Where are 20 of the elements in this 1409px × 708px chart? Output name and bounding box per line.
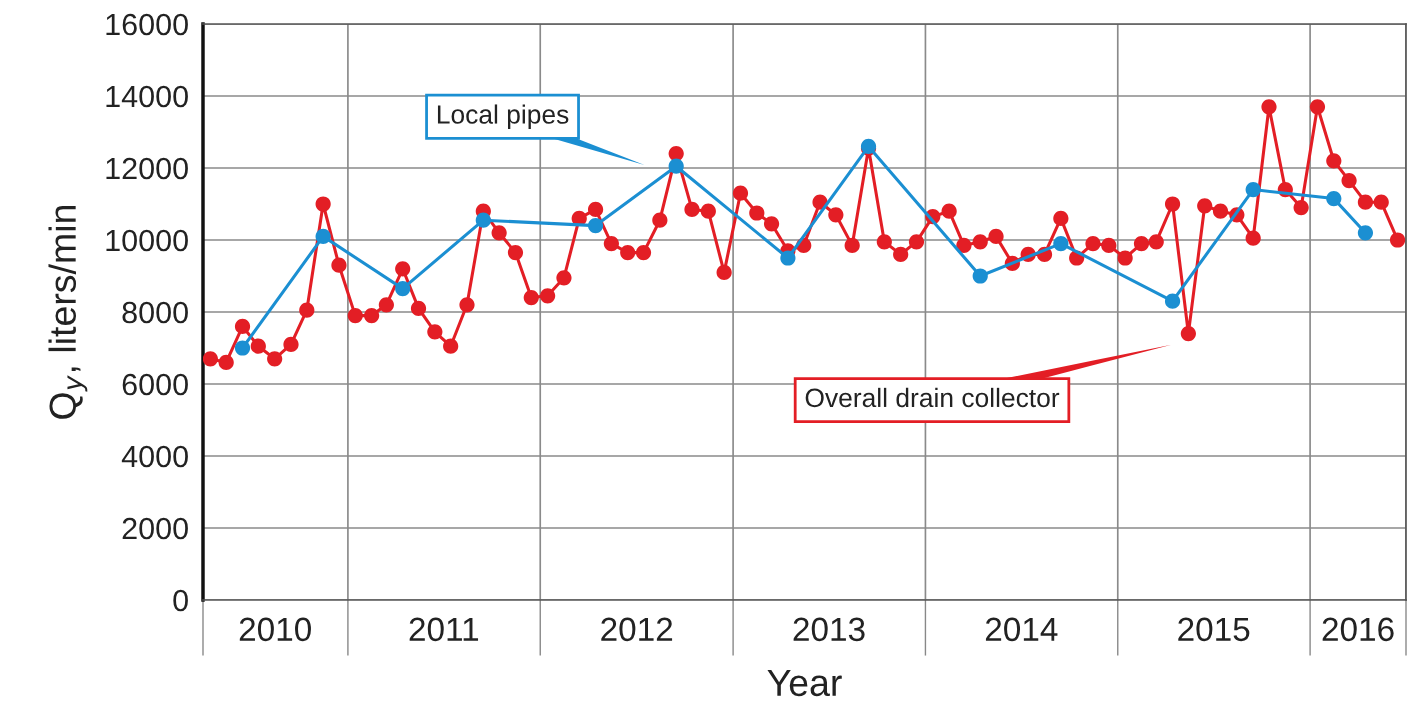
y-tick-label: 16000 (106, 13, 188, 36)
y-axis-title: Q$_{y}$, liters/min (48, 206, 88, 419)
x-tick-label: 2014 (985, 617, 1058, 642)
x-tick-label: 2013 (793, 617, 865, 642)
x-tick-label: 2015 (1178, 617, 1250, 642)
y-tick-label: 0 (173, 589, 188, 612)
y-tick-label: 2000 (122, 517, 188, 540)
x-axis-title: Year (767, 669, 842, 697)
annotation: Local pipes (437, 104, 569, 130)
y-tick-label: 4000 (121, 445, 188, 468)
y-tick-label: 10000 (106, 229, 188, 252)
x-tick-label: 2010 (239, 617, 311, 642)
y-tick-label: 14000 (106, 85, 188, 108)
y-tick-label: 8000 (122, 301, 188, 324)
annotation: Overall drain collector (805, 387, 1060, 408)
x-tick-label: 2011 (409, 617, 479, 642)
x-tick-label: 2016 (1322, 617, 1394, 642)
y-tick-label: 6000 (122, 373, 188, 396)
y-tick-label: 12000 (106, 157, 188, 180)
x-tick-label: 2012 (601, 617, 673, 642)
